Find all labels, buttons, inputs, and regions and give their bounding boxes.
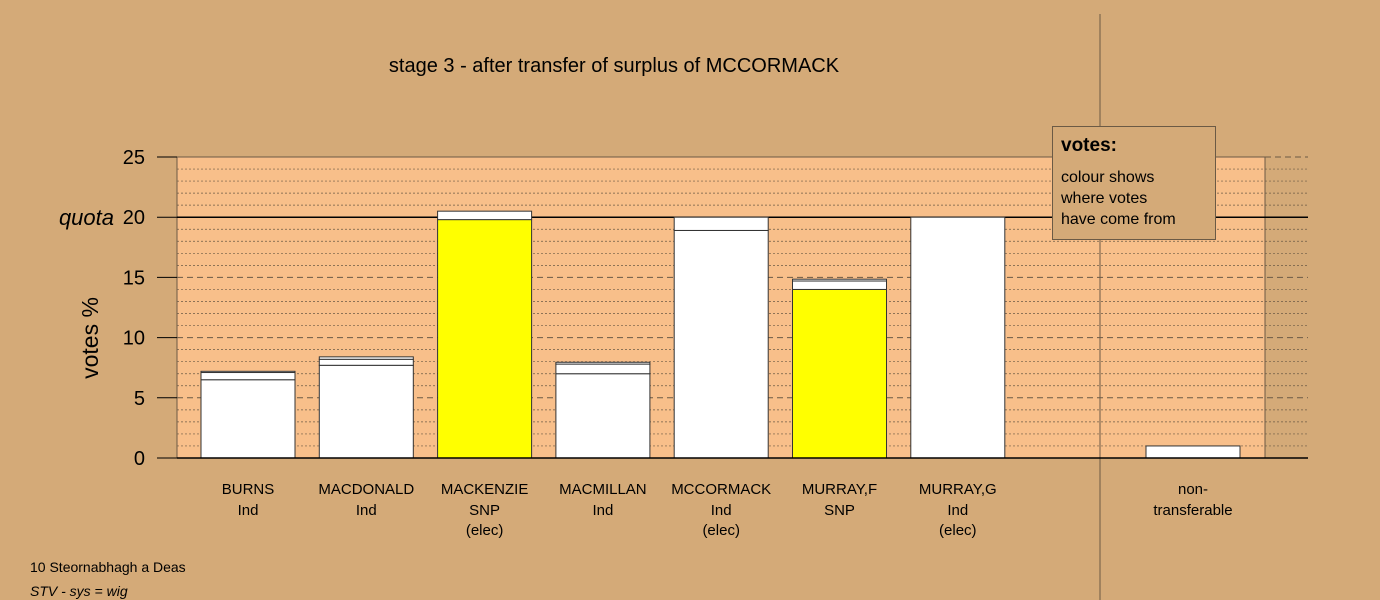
y-tick-label: 25 [123,147,145,169]
candidate-name: MURRAY,G [919,481,997,498]
bar-segment [792,280,887,290]
candidate-elected: (elec) [702,522,740,539]
bar-segment [792,288,887,459]
candidate-name: MCCORMACK [671,481,771,498]
bar-segment [792,278,887,282]
nontransferable-label: non- [1178,481,1208,498]
bar-segment [555,361,651,365]
x-labels: BURNS Ind MACDONALD Ind MACKENZIE SNP (elec) MA… [222,481,1233,539]
legend-line: colour shows [1061,169,1155,186]
y-tick-label: 20 [123,207,145,229]
candidate-party: Ind [238,502,259,519]
y-axis-label: votes % [77,297,103,379]
bar-segment [200,372,296,381]
chart-title: stage 3 - after transfer of surplus of M… [389,55,840,77]
footer-system: STV - sys = wig [30,583,128,599]
candidate-name: BURNS [222,481,275,498]
y-tick-label: 5 [134,388,145,410]
bar-segment [1145,445,1241,459]
bar-segment [910,216,1006,459]
candidate-party: SNP [824,502,855,519]
bar-segment [437,219,533,459]
bar-segment [200,370,296,374]
bar-segment [555,373,651,459]
bars [200,210,1241,459]
candidate-name: MACKENZIE [441,481,529,498]
legend-box: votes: colour shows where votes have com… [1052,126,1216,240]
legend-line: have come from [1061,211,1176,228]
bar-segment [318,356,414,360]
candidate-name: MACDONALD [318,481,414,498]
candidate-party: Ind [592,502,613,519]
bar-segment [318,358,414,366]
bar-segment [437,210,533,221]
bar-segment [200,379,296,459]
candidate-name: MACMILLAN [559,481,647,498]
legend-line: where votes [1061,190,1148,207]
y-ticks: 0 5 10 15 20 25 quota [59,147,177,470]
y-tick-label: 15 [123,267,145,289]
candidate-elected: (elec) [466,522,504,539]
bar-segment [318,364,414,459]
candidate-party: SNP [469,502,500,519]
bar-segment [555,363,651,375]
legend-title: votes: [1061,135,1117,156]
candidate-party: Ind [947,502,968,519]
bar-segment [673,229,769,459]
candidate-party: Ind [356,502,377,519]
bar-segment [673,216,769,231]
nontransferable-label: transferable [1153,502,1232,519]
y-tick-label: 0 [134,448,145,470]
quota-label: quota [59,205,114,230]
candidate-name: MURRAY,F [802,481,877,498]
footer-ward-name: 10 Steornabhagh a Deas [30,559,186,575]
candidate-party: Ind [711,502,732,519]
y-tick-label: 10 [123,328,145,350]
candidate-elected: (elec) [939,522,977,539]
